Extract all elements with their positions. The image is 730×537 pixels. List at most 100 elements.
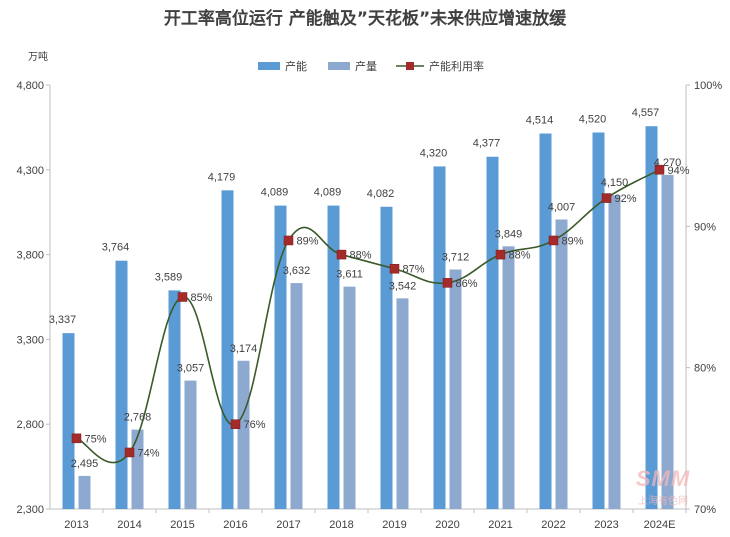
data-label-capacity: 4,082 [367,188,395,200]
marker-utilization [442,278,453,288]
x-tick-label: 2020 [435,519,459,531]
data-label-capacity: 4,520 [579,113,607,125]
legend-label-production: 产量 [355,59,377,73]
x-tick-label: 2017 [276,519,300,531]
legend-swatch-capacity [258,62,280,70]
watermark-logo-text: SMM [635,466,691,491]
x-tick-label: 2019 [382,519,406,531]
marker-utilization [71,433,82,444]
marker-utilization [548,235,559,246]
data-label-capacity: 3,764 [102,242,130,254]
bar-production [343,286,356,509]
data-label-production: 3,174 [230,343,258,355]
bar-production [449,269,462,509]
marker-utilization [654,165,665,175]
line-utilization [76,169,660,464]
y-right-tick-label: 80% [694,363,716,375]
x-tick-label: 2024E [644,519,676,531]
bar-capacity [645,126,658,509]
data-label-utilization: 89% [562,235,584,247]
chart-title: 开工率高位运行 产能触及”天花板”未来供应增速放缓 [163,9,567,29]
data-label-utilization: 86% [456,278,478,290]
data-label-production: 2,768 [124,412,152,424]
y-left-tick-label: 3,300 [16,334,44,346]
data-label-production: 3,712 [442,252,470,264]
data-label-utilization: 75% [85,433,107,445]
marker-utilization [495,249,506,260]
y-left-tick-label: 4,800 [16,80,44,92]
bar-production [131,429,144,509]
data-label-utilization: 87% [403,264,425,276]
marker-utilization [230,419,241,429]
legend-label-capacity: 产能 [285,59,307,73]
legend-swatch-production [328,62,350,70]
y-left-tick-label: 2,300 [16,504,44,516]
bar-capacity [433,166,446,509]
data-label-production: 4,150 [601,177,629,189]
bar-production [78,475,91,509]
bar-capacity [221,190,234,509]
x-tick-label: 2021 [488,519,512,531]
bar-capacity [168,290,181,509]
bar-capacity [380,206,393,509]
bar-capacity [274,205,287,509]
x-tick-label: 2022 [541,519,565,531]
marker-utilization [124,447,135,458]
x-tick-label: 2014 [117,519,141,531]
bar-production [290,283,303,509]
bar-capacity [327,205,340,509]
bar-capacity [115,260,128,509]
legend-marker-utilization [406,62,414,70]
data-label-utilization: 85% [191,292,213,304]
marker-utilization [283,235,294,246]
x-tick-label: 2023 [594,519,618,531]
y-left-tick-label: 4,300 [16,165,44,177]
data-label-utilization: 76% [244,419,266,431]
watermark-logo: SMM 上海有色网 [618,466,708,507]
bar-capacity [592,132,605,509]
data-label-utilization: 94% [668,165,690,177]
data-label-production: 3,849 [495,228,523,240]
y-right-tick-label: 90% [694,221,716,233]
bar-capacity [539,133,552,509]
data-label-production: 3,057 [177,363,205,375]
data-label-utilization: 92% [615,193,637,205]
data-label-production: 3,632 [283,265,311,277]
y-right-tick-label: 100% [694,80,722,92]
marker-utilization [601,193,612,203]
watermark-subtext: 上海有色网 [638,496,688,507]
bar-production [237,360,250,509]
x-tick-label: 2018 [329,519,353,531]
bar-production [396,298,409,509]
data-label-utilization: 89% [297,235,319,247]
legend-label-utilization: 产能利用率 [429,59,484,73]
data-label-production: 3,542 [389,280,417,292]
y-left-tick-label: 2,800 [16,419,44,431]
x-tick-label: 2013 [64,519,88,531]
bar-capacity [62,333,75,509]
bar-production [608,195,621,510]
data-label-utilization: 74% [138,447,160,459]
data-label-capacity: 4,377 [473,138,501,150]
bar-production [502,246,515,509]
y-unit-label: 万吨 [28,50,48,63]
data-label-utilization: 88% [350,250,372,262]
bar-production [184,380,197,509]
data-label-utilization: 88% [509,250,531,262]
y-right-tick-label: 70% [694,504,716,516]
bar-production [661,174,674,509]
data-label-capacity: 4,089 [314,187,342,199]
data-label-capacity: 4,089 [261,187,289,199]
marker-utilization [336,249,347,260]
x-tick-label: 2015 [170,519,194,531]
data-label-production: 4,007 [548,201,576,213]
x-tick-label: 2016 [223,519,247,531]
marker-utilization [177,292,188,302]
y-left-tick-label: 3,800 [16,250,44,262]
data-label-capacity: 4,179 [208,171,236,183]
bar-production [555,219,568,509]
data-label-capacity: 3,589 [155,271,183,283]
data-label-capacity: 4,557 [632,107,660,119]
data-label-production: 3,611 [336,269,363,281]
